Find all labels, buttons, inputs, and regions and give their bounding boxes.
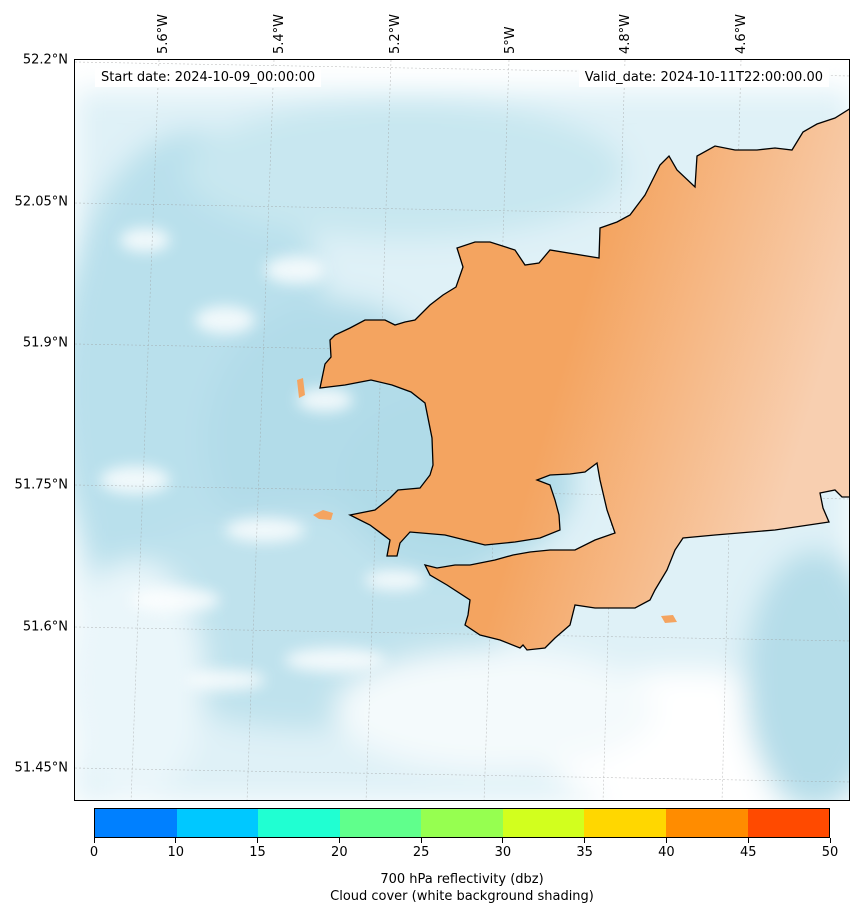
colorbar-tick-label: 10 — [167, 845, 185, 860]
colorbar-segment — [665, 809, 748, 837]
coastline-main — [319, 108, 849, 651]
colorbar-tick-label: 30 — [494, 845, 512, 860]
colorbar-tick-label: 25 — [412, 845, 430, 860]
colorbar-tick — [502, 838, 504, 843]
colorbar-tick-label: 40 — [658, 845, 675, 860]
lat-label-52-2: 52.2°N — [22, 52, 68, 68]
colorbar-label-reflectivity: 700 hPa reflectivity (dbz) — [380, 872, 544, 887]
colorbar-tick — [257, 838, 259, 843]
colorbar-segment — [176, 809, 259, 837]
colorbar-tick-label: 0 — [89, 845, 99, 860]
colorbar-label-cloud: Cloud cover (white background shading) — [330, 889, 594, 904]
colorbar-tick — [175, 838, 177, 843]
rain-speck-2 — [661, 615, 677, 623]
colorbar-tick — [584, 838, 586, 843]
colorbar-tick-label: 15 — [249, 845, 266, 860]
colorbar-segment — [258, 809, 340, 837]
land-area — [297, 108, 849, 651]
colorbar-tick-label: 45 — [739, 845, 757, 860]
lat-label-51-75: 51.75°N — [14, 477, 68, 493]
colorbar-tick — [747, 838, 749, 843]
lon-label-4-8: 4.8°W — [618, 13, 633, 54]
lat-label-51-9: 51.9°N — [22, 335, 68, 351]
reflectivity-map — [75, 60, 849, 800]
colorbar-segment — [339, 809, 422, 837]
colorbar-tick — [93, 838, 95, 843]
cloud-streaks — [100, 228, 440, 690]
colorbar-segment — [421, 809, 503, 837]
colorbar-tick — [829, 838, 831, 843]
lat-label-51-45: 51.45°N — [14, 760, 68, 776]
colorbar-tick-label: 35 — [576, 845, 593, 860]
colorbar-segment — [95, 809, 177, 837]
lon-label-5: 5°W — [503, 26, 518, 54]
start-date-label: Start date: 2024-10-09_00:00:00 — [95, 68, 322, 87]
colorbar-tick — [338, 838, 340, 843]
map-frame: Start date: 2024-10-09_00:00:00 Valid_da… — [74, 59, 850, 801]
colorbar-tick — [665, 838, 667, 843]
lon-label-4-6: 4.6°W — [734, 13, 749, 54]
lon-label-5-4: 5.4°W — [272, 13, 287, 54]
lat-label-51-6: 51.6°N — [22, 619, 68, 635]
colorbar-tick — [420, 838, 422, 843]
colorbar-title: 700 hPa reflectivity (dbz) Cloud cover (… — [0, 871, 859, 905]
rain-speck — [297, 378, 305, 398]
island-small — [313, 510, 333, 520]
colorbar-segment — [584, 809, 666, 837]
lon-label-5-6: 5.6°W — [156, 13, 171, 54]
valid-date-label: Valid_date: 2024-10-11T22:00:00.00 — [578, 68, 829, 87]
lon-label-5-2: 5.2°W — [388, 13, 403, 54]
colorbar-segment — [502, 809, 585, 837]
lat-label-52-05: 52.05°N — [14, 194, 68, 210]
colorbar-tick-label: 50 — [821, 845, 839, 860]
colorbar-segment — [747, 809, 830, 837]
colorbar-tick-label: 20 — [331, 845, 348, 860]
colorbar — [94, 808, 830, 838]
